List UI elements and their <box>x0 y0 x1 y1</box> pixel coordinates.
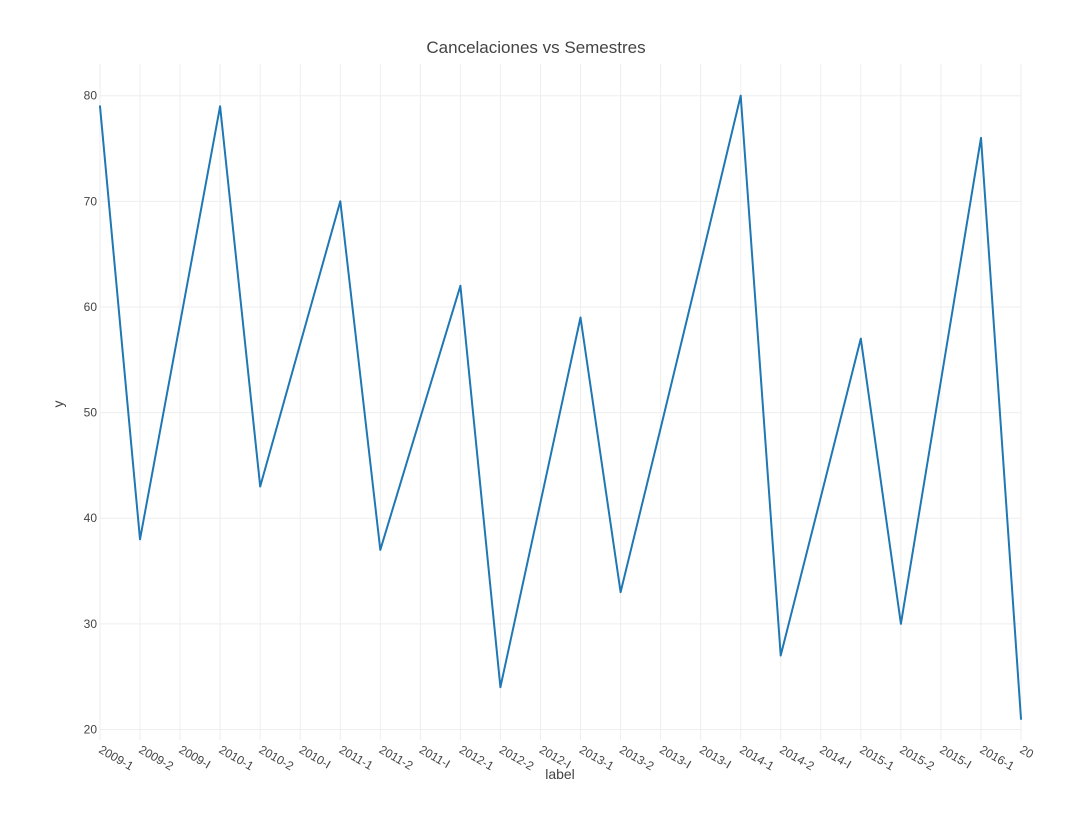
x-tick-label: 2015-2 <box>897 742 937 773</box>
series-layer <box>99 94 1022 720</box>
x-tick-label: 2012-2 <box>497 742 537 773</box>
x-tick-label: 2013-2 <box>617 742 657 773</box>
data-point <box>219 105 221 108</box>
x-tick-label: 2010-1 <box>217 742 257 773</box>
x-tick-label: 2009-1 <box>97 742 137 773</box>
x-tick-label: 2010-I <box>297 742 333 771</box>
data-point <box>139 538 141 541</box>
data-point <box>499 686 502 688</box>
x-tick-label: 2012-1 <box>457 742 497 773</box>
data-point <box>259 485 261 488</box>
data-point <box>619 591 622 593</box>
y-tick-label: 50 <box>84 406 98 420</box>
x-tick-label: 20 <box>1018 742 1037 761</box>
data-point <box>459 285 462 287</box>
data-point <box>940 380 942 382</box>
data-point <box>99 105 101 108</box>
x-tick-label: 2013-I <box>657 742 693 771</box>
data-point <box>419 417 422 419</box>
x-tick-label: 2009-2 <box>137 742 177 773</box>
x-tick-label: 2016-1 <box>977 742 1017 773</box>
x-tick-label: 2014-2 <box>777 742 817 773</box>
data-point <box>900 623 902 625</box>
x-tick-label: 2011-2 <box>377 742 416 773</box>
data-point <box>739 94 742 97</box>
data-point <box>379 549 382 551</box>
x-tick-label: 2013-1 <box>577 742 617 773</box>
y-tick-label: 60 <box>84 300 98 314</box>
data-point <box>819 496 822 498</box>
data-point <box>579 316 582 319</box>
data-point <box>299 343 302 345</box>
series-line <box>99 94 1022 720</box>
y-tick-label: 40 <box>84 511 98 525</box>
x-tick-label: 2009-I <box>177 742 213 771</box>
data-point <box>699 261 702 264</box>
x-tick-label: 2015-I <box>937 742 973 771</box>
x-tick-label: 2011-1 <box>337 742 376 773</box>
data-point <box>539 501 542 504</box>
data-point <box>779 654 782 657</box>
x-tick-label: 2013-I <box>697 742 733 771</box>
y-tick-label: 80 <box>84 89 98 103</box>
data-point <box>1020 718 1022 720</box>
grid-layer <box>99 64 1022 740</box>
y-tick-label: 20 <box>84 722 98 736</box>
data-point <box>860 337 862 340</box>
x-tick-label: 2014-I <box>817 742 853 771</box>
x-axis-title: label <box>545 766 575 782</box>
x-tick-label: 2014-1 <box>737 742 777 773</box>
data-point <box>659 427 662 430</box>
data-point <box>980 137 982 139</box>
data-point <box>179 321 181 324</box>
data-point <box>339 200 342 203</box>
y-axis-title: y <box>50 401 66 408</box>
y-tick-label: 30 <box>84 617 98 631</box>
x-tick-label: 2010-2 <box>257 742 297 773</box>
x-tick-label: 2015-1 <box>857 742 897 773</box>
x-tick-label: 2011-I <box>417 742 453 771</box>
y-tick-label: 70 <box>84 194 98 208</box>
y-axis: 20 30 40 50 60 70 80 <box>84 89 98 737</box>
chart-title: Cancelaciones vs Semestres <box>426 38 645 57</box>
